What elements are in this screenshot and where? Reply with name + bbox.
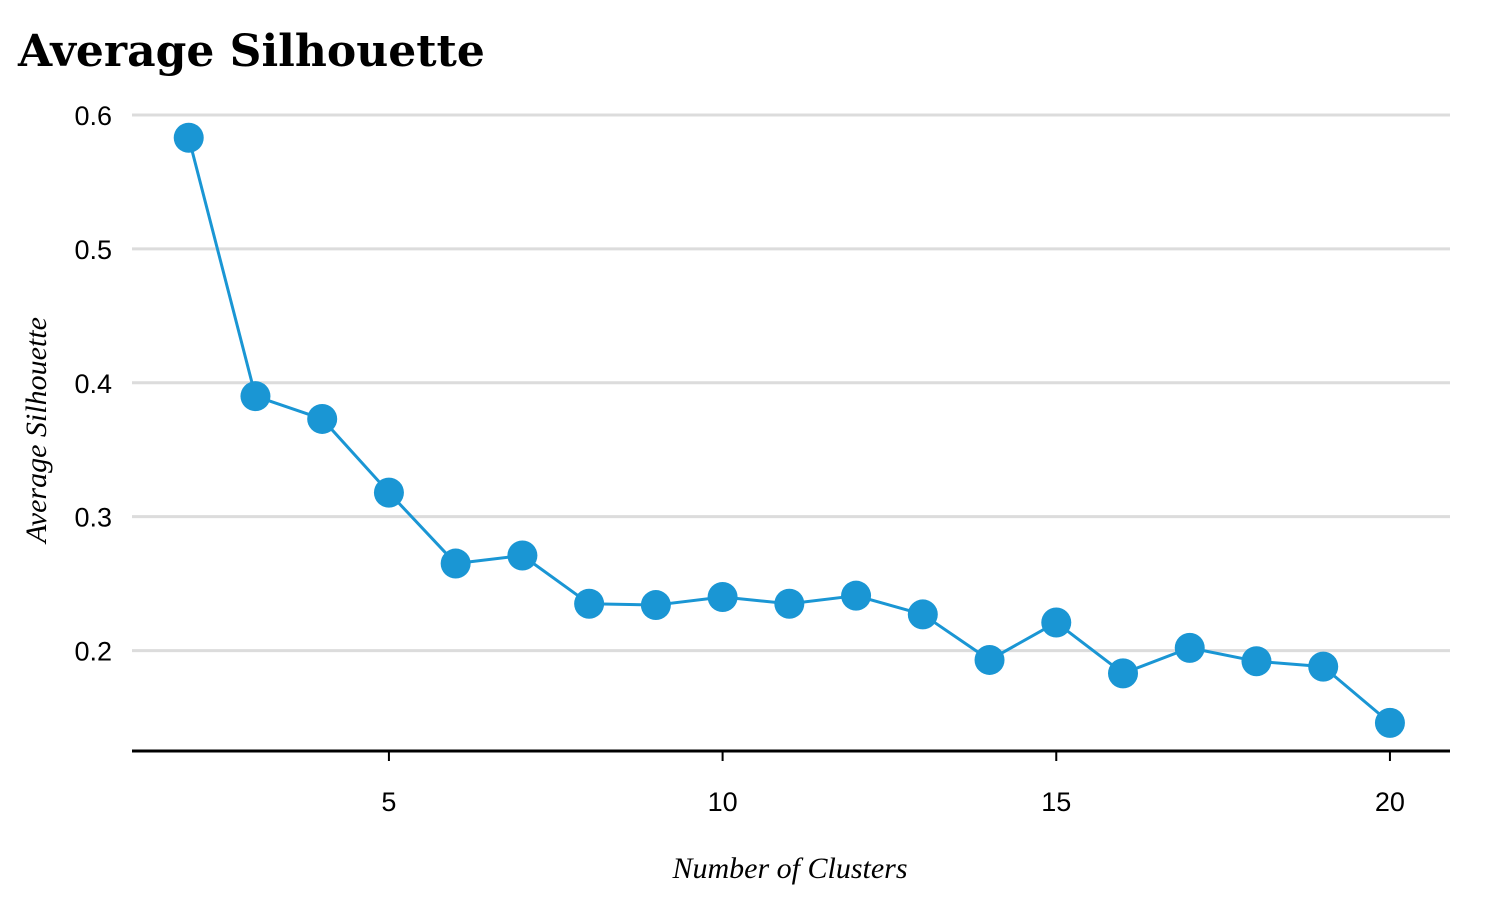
data-point xyxy=(1241,646,1272,677)
data-point xyxy=(774,588,805,619)
y-tick-labels: 0.2 0.3 0.4 0.5 0.6 xyxy=(74,101,112,667)
data-point xyxy=(974,644,1005,675)
data-point xyxy=(1108,658,1139,689)
y-tick-label: 0.5 xyxy=(74,235,112,265)
data-point xyxy=(240,381,271,412)
series xyxy=(173,122,1405,738)
grid xyxy=(132,113,1450,653)
chart-title: Average Silhouette xyxy=(17,26,485,77)
data-point xyxy=(1308,651,1339,682)
y-tick-label: 0.4 xyxy=(74,369,112,399)
y-tick-label: 0.2 xyxy=(74,637,112,667)
data-point xyxy=(173,122,204,153)
y-tick-label: 0.6 xyxy=(74,101,112,131)
y-axis-title: Average Silhouette xyxy=(20,317,53,545)
data-point xyxy=(640,590,671,621)
data-point xyxy=(373,477,404,508)
data-point xyxy=(574,588,605,619)
data-point xyxy=(1041,607,1072,638)
data-point xyxy=(507,540,538,571)
x-tick-label: 15 xyxy=(1041,787,1071,817)
data-point xyxy=(440,548,471,579)
data-point xyxy=(907,599,938,630)
series-line xyxy=(187,137,1391,725)
data-point xyxy=(707,582,738,613)
data-point xyxy=(1374,707,1405,738)
x-ticks: 5 10 15 20 xyxy=(381,751,1405,817)
x-tick-label: 5 xyxy=(381,787,396,817)
y-tick-label: 0.3 xyxy=(74,503,112,533)
x-tick-label: 20 xyxy=(1375,787,1405,817)
data-point xyxy=(307,403,338,434)
data-point xyxy=(1174,632,1205,663)
data-point xyxy=(841,580,872,611)
x-tick-label: 10 xyxy=(708,787,738,817)
x-axis-title: Number of Clusters xyxy=(671,852,907,885)
